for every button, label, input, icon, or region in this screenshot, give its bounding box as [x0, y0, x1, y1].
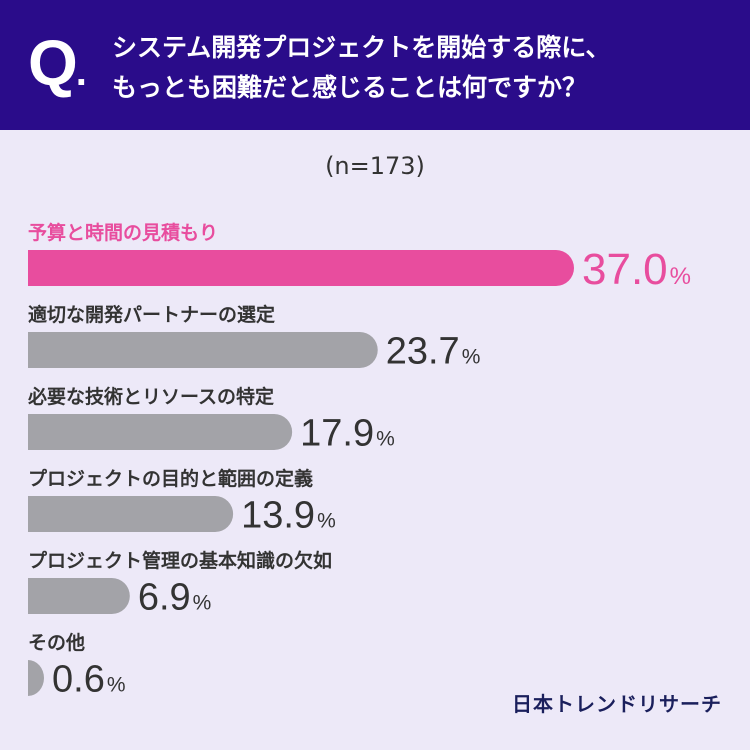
value-label: 0.6%	[52, 659, 126, 701]
category-label: プロジェクト管理の基本知識の欠如	[28, 549, 332, 572]
question-text: システム開発プロジェクトを開始する際に、 もっとも困難だと感じることは何ですか？	[112, 28, 732, 108]
bar	[28, 660, 44, 696]
brand-logo: 日本トレンドリサーチ	[512, 692, 722, 716]
value-label: 37.0%	[582, 245, 691, 294]
category-label: 予算と時間の見積もり	[28, 221, 218, 244]
question-line-2: もっとも困難だと感じることは何ですか？	[112, 73, 588, 102]
bar	[28, 250, 574, 286]
bar	[28, 332, 378, 368]
bar	[28, 414, 293, 450]
sample-size: (n=173)	[325, 152, 425, 180]
bar	[28, 496, 234, 532]
q-mark: Q.	[28, 27, 87, 99]
category-label: プロジェクトの目的と範囲の定義	[28, 467, 313, 490]
category-label: その他	[28, 631, 85, 654]
value-label: 23.7%	[386, 331, 481, 373]
category-label: 必要な技術とリソースの特定	[27, 385, 274, 408]
value-label: 13.9%	[241, 495, 336, 537]
bar	[28, 578, 130, 614]
category-label: 適切な開発パートナーの選定	[28, 303, 275, 326]
question-header: Q. システム開発プロジェクトを開始する際に、 もっとも困難だと感じることは何で…	[0, 0, 750, 130]
question-line-1: システム開発プロジェクトを開始する際に、	[112, 33, 611, 62]
value-label: 6.9%	[138, 577, 212, 619]
value-label: 17.9%	[300, 413, 395, 455]
